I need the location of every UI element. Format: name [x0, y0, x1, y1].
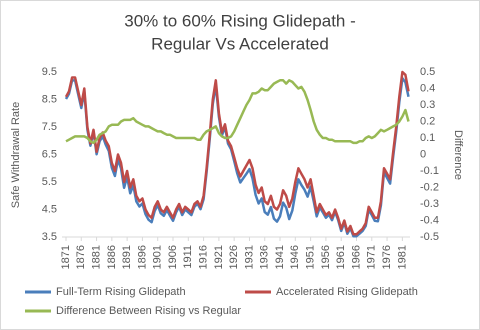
x-tick-label: 1956 [320, 245, 332, 269]
x-tick-label: 1936 [259, 245, 271, 269]
legend-label: Difference Between Rising vs Regular [56, 305, 241, 317]
y-tick-label: 9.5 [42, 66, 57, 78]
y2-tick-label: 0.2 [420, 115, 435, 127]
x-tick-label: 1976 [381, 245, 393, 269]
y-tick-label: 5.5 [42, 176, 57, 188]
series-line [65, 79, 410, 145]
x-tick-label: 1906 [167, 245, 179, 269]
x-tick-label: 1941 [274, 245, 286, 269]
legend-label: Accelerated Rising Glidepath [276, 286, 418, 298]
y-tick-label: 7.5 [42, 121, 57, 133]
y2-tick-label: 0.3 [420, 99, 435, 111]
x-tick-label: 1911 [182, 245, 194, 269]
x-tick-label: 1966 [350, 245, 362, 269]
x-tick-label: 1981 [396, 245, 408, 269]
y2-axis-label: Difference [452, 130, 464, 180]
y2-tick-label: 0.4 [420, 82, 435, 94]
x-tick-label: 1916 [197, 245, 209, 269]
chart-title: 30% to 60% Rising Glidepath - [124, 11, 356, 30]
x-tick-label: 1971 [366, 245, 378, 269]
y-tick-label: 8.5 [42, 93, 57, 105]
y2-tick-label: -0.2 [420, 181, 439, 193]
chart-title: Regular Vs Accelerated [151, 34, 329, 53]
y2-tick-label: 0 [420, 148, 426, 160]
y2-tick-label: -0.3 [420, 198, 439, 210]
y-tick-label: 4.5 [42, 203, 57, 215]
series-line [64, 70, 410, 236]
y2-tick-label: 0.5 [420, 66, 435, 78]
x-tick-label: 1951 [305, 245, 317, 269]
x-tick-label: 1931 [243, 245, 255, 269]
x-tick-label: 1926 [228, 245, 240, 269]
x-tick-label: 1886 [106, 245, 118, 269]
x-tick-label: 1891 [121, 245, 133, 269]
x-tick-label: 1901 [152, 245, 164, 269]
y-axis-label: Safe Withdrawal Rate [10, 102, 22, 208]
x-tick-label: 1896 [136, 245, 148, 269]
y2-tick-label: -0.4 [420, 214, 439, 226]
x-tick-label: 1876 [75, 245, 87, 269]
y-tick-label: 6.5 [42, 148, 57, 160]
x-tick-label: 1946 [289, 245, 301, 269]
y2-tick-label: 0.1 [420, 132, 435, 144]
y2-tick-label: -0.1 [420, 165, 439, 177]
x-tick-label: 1881 [90, 245, 102, 269]
legend-label: Full-Term Rising Glidepath [56, 286, 186, 298]
x-tick-label: 1921 [213, 245, 225, 269]
y2-tick-label: -0.5 [420, 231, 439, 243]
x-tick-label: 1871 [60, 245, 72, 269]
y-tick-label: 3.5 [42, 231, 57, 243]
x-tick-label: 1961 [335, 245, 347, 269]
